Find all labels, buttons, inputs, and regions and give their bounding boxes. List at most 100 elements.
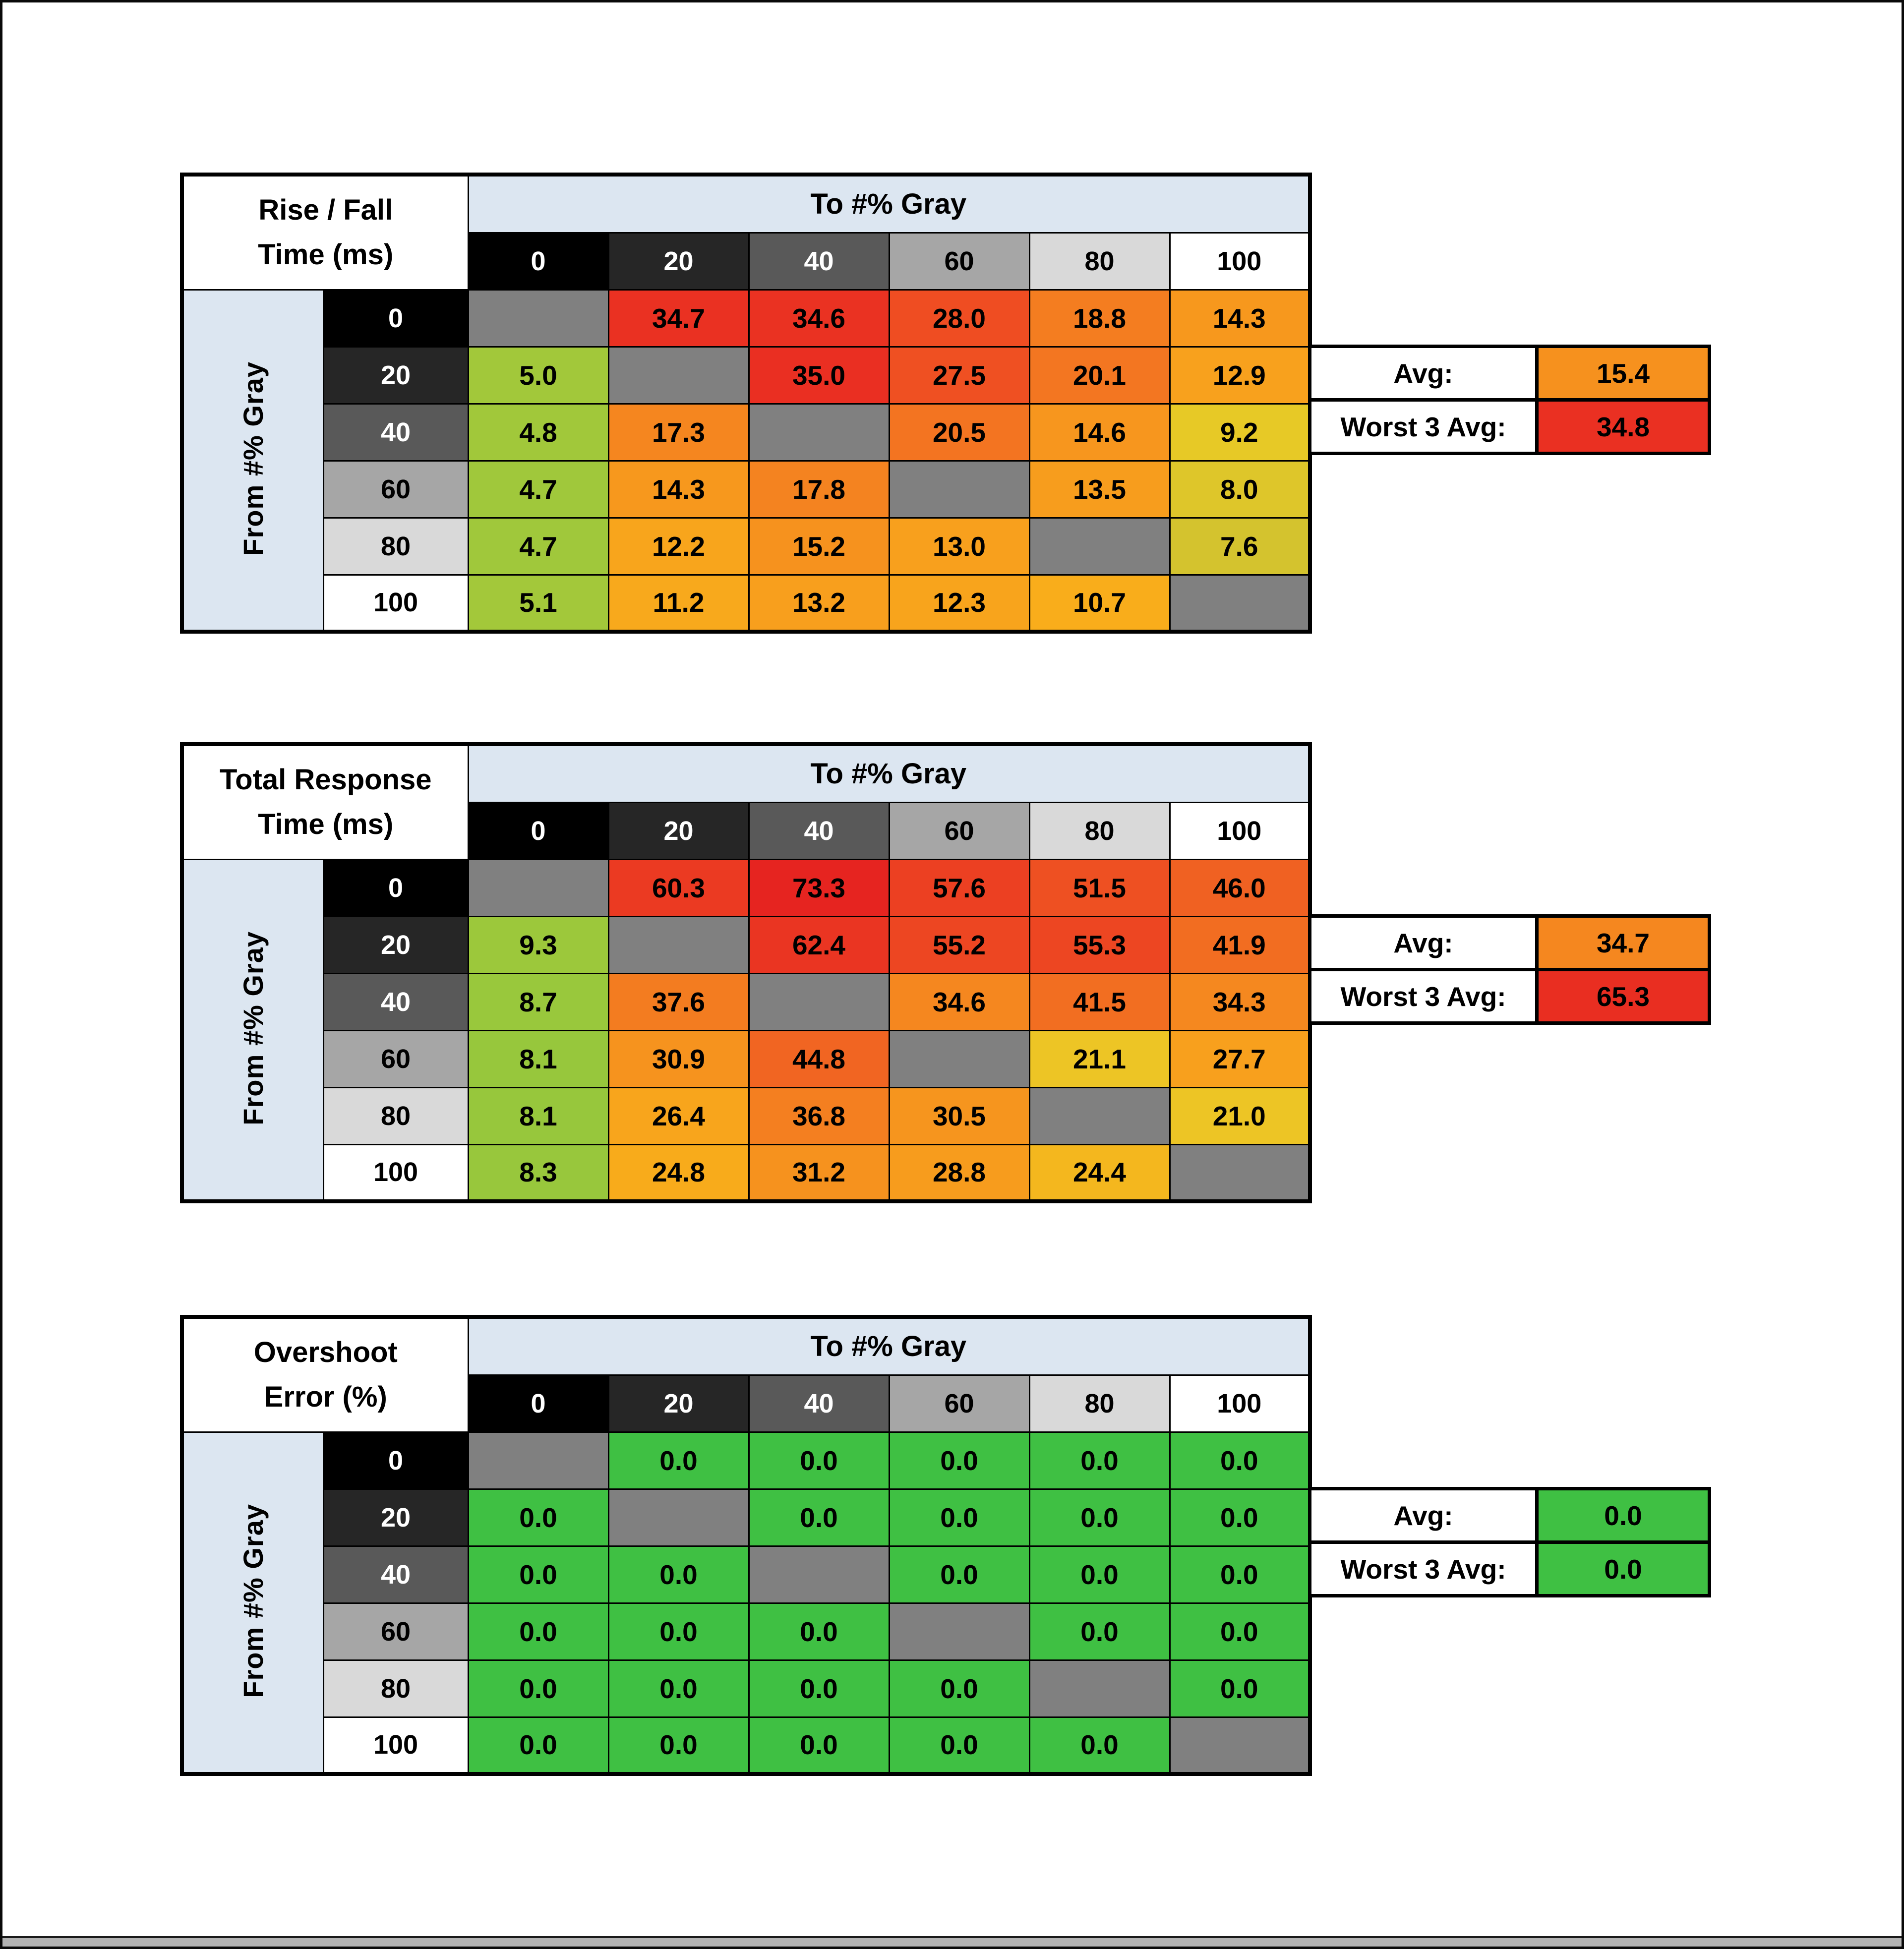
avg-row: Avg: 0.0 xyxy=(1308,1487,1711,1544)
column-header-80: 80 xyxy=(1028,232,1171,291)
avg-value: 15.4 xyxy=(1539,345,1711,402)
value-cell: 14.3 xyxy=(607,460,750,519)
value-cell: 13.5 xyxy=(1028,460,1171,519)
value-cell: 15.2 xyxy=(748,517,890,576)
worst3-avg-value: 34.8 xyxy=(1539,398,1711,455)
value-cell: 30.5 xyxy=(888,1086,1030,1145)
value-cell: 24.4 xyxy=(1028,1143,1171,1202)
column-header-20: 20 xyxy=(607,801,750,860)
value-cell: 17.3 xyxy=(607,403,750,462)
worst3-avg-label: Worst 3 Avg: xyxy=(1308,398,1539,455)
bottom-window-edge xyxy=(0,1936,1904,1949)
worst3-avg-label: Worst 3 Avg: xyxy=(1308,968,1539,1025)
value-cell: 12.9 xyxy=(1169,346,1311,405)
value-cell: 8.0 xyxy=(1169,460,1311,519)
value-cell: 13.2 xyxy=(748,574,890,633)
value-cell: 8.7 xyxy=(467,972,609,1031)
value-cell: 0.0 xyxy=(1169,1545,1311,1604)
overshoot-error-table: Overshoot Error (%) To #% Gray 0 20 40 60 80 100… xyxy=(180,1315,1711,1776)
column-header-40: 40 xyxy=(748,801,890,860)
value-cell: 8.3 xyxy=(467,1143,609,1202)
value-cell: 34.3 xyxy=(1169,972,1311,1031)
value-cell: 14.6 xyxy=(1028,403,1171,462)
value-cell: 0.0 xyxy=(748,1431,890,1490)
table-title-line2: Time (ms) xyxy=(258,808,394,841)
column-header-80: 80 xyxy=(1028,801,1171,860)
summary-block: Avg: 0.0 Worst 3 Avg: 0.0 xyxy=(1308,1487,1711,1597)
summary-block: Avg: 15.4 Worst 3 Avg: 34.8 xyxy=(1308,345,1711,455)
column-header-60: 60 xyxy=(888,801,1030,860)
diagonal-cell xyxy=(748,1545,890,1604)
value-cell: 55.2 xyxy=(888,915,1030,974)
value-cell: 13.0 xyxy=(888,517,1030,576)
table-title-line1: Rise / Fall xyxy=(258,194,393,227)
value-cell: 41.9 xyxy=(1169,915,1311,974)
to-gray-axis-label: To #% Gray xyxy=(467,174,1311,234)
column-header-20: 20 xyxy=(607,1374,750,1433)
from-gray-axis-label: From #% Gray xyxy=(181,289,324,633)
heatmap-grid: Overshoot Error (%) To #% Gray 0 20 40 60 80 100… xyxy=(180,1315,1312,1776)
column-header-80: 80 xyxy=(1028,1374,1171,1433)
worst3-avg-row: Worst 3 Avg: 0.0 xyxy=(1308,1540,1711,1597)
value-cell: 0.0 xyxy=(1169,1602,1311,1661)
value-cell: 14.3 xyxy=(1169,289,1311,348)
to-gray-axis-label: To #% Gray xyxy=(467,743,1311,803)
diagonal-cell xyxy=(607,915,750,974)
row-header-20: 20 xyxy=(322,915,469,974)
row-header-60: 60 xyxy=(322,1602,469,1661)
table-title: Rise / Fall Time (ms) xyxy=(181,174,469,291)
from-gray-axis-label: From #% Gray xyxy=(181,858,324,1202)
value-cell: 36.8 xyxy=(748,1086,890,1145)
value-cell: 0.0 xyxy=(607,1431,750,1490)
value-cell: 62.4 xyxy=(748,915,890,974)
diagonal-cell xyxy=(607,1488,750,1547)
diagonal-cell xyxy=(1169,1716,1311,1775)
value-cell: 4.7 xyxy=(467,460,609,519)
heatmap-grid: Total Response Time (ms) To #% Gray 0 20 40 60… xyxy=(180,742,1312,1203)
rise-fall-time-table: Rise / Fall Time (ms) To #% Gray 0 20 40 60 80 1… xyxy=(180,173,1711,634)
diagonal-cell xyxy=(888,460,1030,519)
table-title: Overshoot Error (%) xyxy=(181,1316,469,1433)
row-header-100: 100 xyxy=(322,1716,469,1775)
value-cell: 0.0 xyxy=(607,1545,750,1604)
value-cell: 37.6 xyxy=(607,972,750,1031)
value-cell: 0.0 xyxy=(1028,1488,1171,1547)
column-header-60: 60 xyxy=(888,1374,1030,1433)
row-header-100: 100 xyxy=(322,574,469,633)
value-cell: 0.0 xyxy=(748,1602,890,1661)
value-cell: 12.3 xyxy=(888,574,1030,633)
value-cell: 9.2 xyxy=(1169,403,1311,462)
from-gray-axis-text: From #% Gray xyxy=(238,1504,269,1699)
diagonal-cell xyxy=(748,972,890,1031)
value-cell: 0.0 xyxy=(607,1659,750,1718)
row-header-60: 60 xyxy=(322,1029,469,1088)
diagonal-cell xyxy=(1028,1086,1171,1145)
value-cell: 44.8 xyxy=(748,1029,890,1088)
value-cell: 18.8 xyxy=(1028,289,1171,348)
column-header-0: 0 xyxy=(467,1374,609,1433)
diagonal-cell xyxy=(1169,574,1311,633)
from-gray-axis-label: From #% Gray xyxy=(181,1431,324,1775)
column-header-40: 40 xyxy=(748,1374,890,1433)
value-cell: 73.3 xyxy=(748,858,890,917)
diagonal-cell xyxy=(1169,1143,1311,1202)
row-header-100: 100 xyxy=(322,1143,469,1202)
value-cell: 55.3 xyxy=(1028,915,1171,974)
column-header-20: 20 xyxy=(607,232,750,291)
value-cell: 0.0 xyxy=(888,1488,1030,1547)
value-cell: 0.0 xyxy=(888,1545,1030,1604)
table-title-line2: Time (ms) xyxy=(258,238,394,271)
table-title-line1: Overshoot xyxy=(253,1336,398,1369)
worst3-avg-value: 0.0 xyxy=(1539,1540,1711,1597)
column-header-100: 100 xyxy=(1169,232,1311,291)
value-cell: 35.0 xyxy=(748,346,890,405)
value-cell: 12.2 xyxy=(607,517,750,576)
value-cell: 0.0 xyxy=(1028,1716,1171,1775)
value-cell: 20.1 xyxy=(1028,346,1171,405)
avg-label: Avg: xyxy=(1308,345,1539,402)
value-cell: 0.0 xyxy=(888,1431,1030,1490)
from-gray-axis-text: From #% Gray xyxy=(238,361,269,556)
value-cell: 57.6 xyxy=(888,858,1030,917)
column-header-100: 100 xyxy=(1169,1374,1311,1433)
